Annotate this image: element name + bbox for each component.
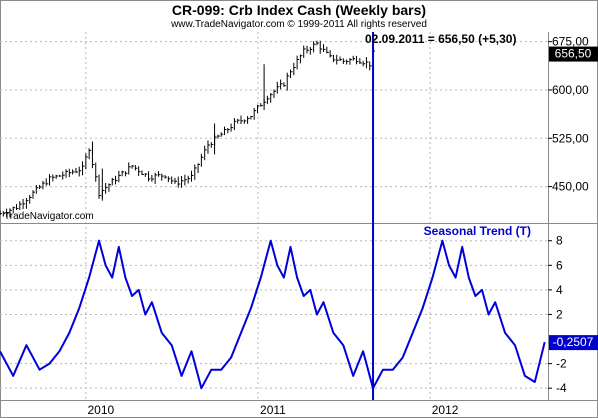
seasonal-pane-label: Seasonal Trend (T) — [424, 224, 531, 238]
seasonal-tick-label: -2 — [556, 357, 567, 371]
price-axis-ticks: 675,00 600,00 525,00 450,00 — [548, 35, 589, 194]
time-tick-label: 2011 — [260, 403, 286, 417]
seasonal-tick-label: 2 — [556, 307, 563, 321]
price-last-value-badge: 656,50 — [549, 46, 598, 62]
seasonal-trend-line — [0, 239, 546, 390]
time-tick-label: 2012 — [432, 403, 459, 417]
price-last-value: 656,50 — [555, 47, 592, 61]
price-tick-label: 675,00 — [552, 35, 589, 49]
price-bars — [0, 40, 376, 218]
cursor-readout: 02.09.2011 = 656,50 (+5,30) — [365, 32, 516, 46]
price-tick-label: 600,00 — [552, 83, 589, 97]
seasonal-tick-label: 4 — [556, 283, 563, 297]
seasonal-tick-label: 8 — [556, 234, 563, 248]
seasonal-last-value-badge: -0,2507 — [549, 335, 598, 351]
time-grid — [85, 32, 431, 400]
seasonal-pane-grid — [0, 240, 548, 389]
price-tick-label: 525,00 — [552, 131, 589, 145]
time-tick-label: 2010 — [87, 403, 114, 417]
seasonal-last-value: -0,2507 — [553, 335, 594, 349]
time-axis-ticks: 2010 2011 2012 — [87, 403, 458, 417]
seasonal-tick-label: -4 — [556, 381, 567, 395]
seasonal-axis-ticks: 8 6 4 2 -2 -4 — [548, 234, 567, 395]
watermark: TradeNavigator.com — [4, 211, 94, 222]
chart-title: CR-099: Crb Index Cash (Weekly bars) — [172, 2, 426, 18]
price-pane-grid — [0, 41, 548, 188]
copyright-notice: www.TradeNavigator.com © 1999-2011 All r… — [170, 19, 427, 30]
price-tick-label: 450,00 — [552, 180, 589, 194]
seasonal-tick-label: 6 — [556, 258, 563, 272]
